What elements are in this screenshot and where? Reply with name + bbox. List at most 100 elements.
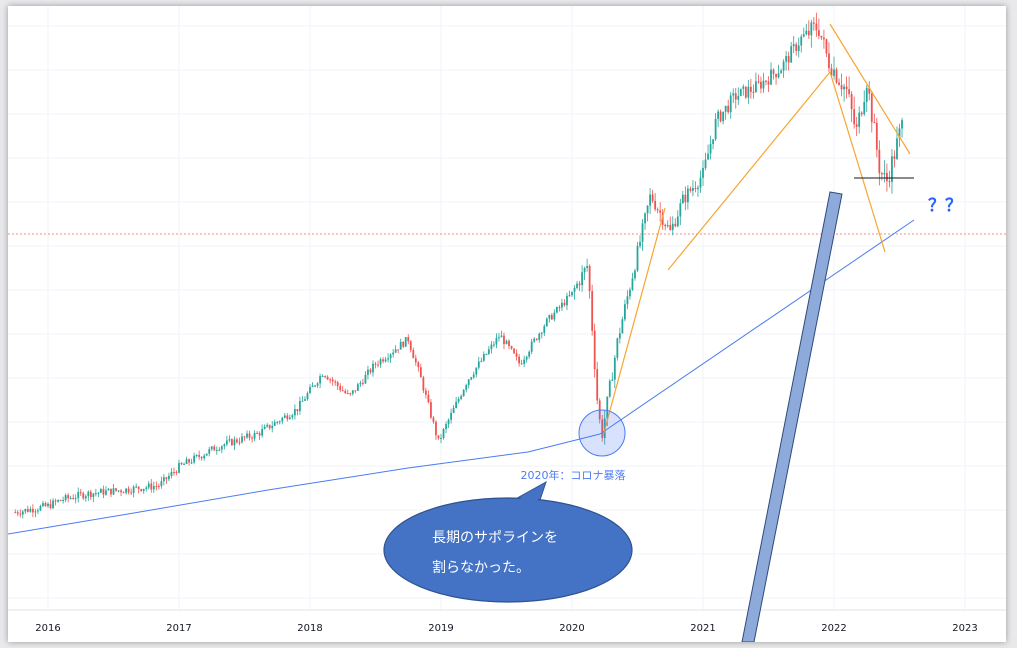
candle-body — [311, 385, 314, 388]
candle-body — [407, 337, 410, 342]
candle-body — [296, 409, 299, 412]
candle-body — [162, 477, 165, 482]
candle-body — [649, 194, 651, 206]
candle-body — [79, 492, 82, 494]
candle-body — [152, 486, 155, 490]
candle-body — [762, 80, 765, 89]
candle-body — [236, 439, 238, 443]
candle-body — [168, 475, 170, 480]
candle-body — [47, 503, 49, 507]
candle-body — [853, 109, 856, 125]
x-tick-label: 2023 — [952, 623, 977, 634]
candle-body — [331, 379, 334, 382]
candle-body — [399, 341, 402, 350]
candle-body — [833, 69, 835, 76]
candle-body — [684, 194, 687, 203]
candle-body — [422, 377, 425, 391]
candle-body — [379, 359, 382, 365]
crash-highlight-circle — [578, 409, 626, 457]
candle-body — [369, 369, 372, 373]
candle-body — [618, 333, 621, 339]
x-tick-label: 2016 — [35, 623, 60, 634]
candle-body — [457, 398, 460, 402]
callout-line-1: 長期のサポラインを — [432, 530, 558, 546]
candle-body — [107, 488, 110, 491]
candle-body — [213, 446, 216, 451]
candle-body — [437, 435, 440, 439]
candle-body — [792, 44, 795, 47]
candle-body — [334, 381, 337, 383]
candle-body — [77, 492, 80, 499]
candle-body — [132, 486, 135, 493]
candle-body — [697, 187, 699, 190]
candle-body — [100, 489, 102, 493]
candle-body — [765, 80, 767, 82]
candle-body — [228, 439, 231, 441]
candle-body — [886, 172, 888, 182]
x-axis-ticks: 2016 2017 2018 2019 2020 2021 2022 2023 — [35, 623, 977, 634]
candle-body — [611, 379, 614, 381]
candle-body — [243, 436, 246, 438]
candle-body — [374, 363, 377, 365]
candle-body — [372, 363, 374, 373]
candle-body — [231, 439, 233, 446]
candle-body — [530, 341, 533, 352]
candle-body — [349, 393, 352, 395]
candle-body — [175, 472, 178, 474]
candle-body — [586, 265, 589, 268]
candle-body — [742, 86, 745, 89]
callout-bubble: 長期のサポラインを 割らなかった。 — [383, 480, 633, 603]
candle-body — [621, 319, 624, 334]
candle-body — [520, 363, 523, 365]
x-tick-label: 2021 — [690, 623, 715, 634]
candle-body — [674, 223, 677, 227]
candle-body — [215, 449, 218, 451]
candle-body — [412, 350, 415, 359]
candle-body — [772, 69, 775, 75]
candle-body — [503, 335, 505, 345]
candle-body — [339, 386, 342, 391]
rise-line-1 — [602, 207, 666, 437]
candle-body — [299, 400, 301, 412]
candle-body — [304, 399, 306, 401]
candle-body — [760, 81, 762, 89]
candle-body — [482, 354, 485, 361]
candle-body — [883, 172, 886, 175]
candle-body — [540, 332, 543, 334]
candle-body — [97, 492, 100, 494]
candle-body — [644, 213, 646, 224]
x-tick-label: 2022 — [821, 623, 846, 634]
candle-body — [74, 498, 77, 500]
candle-body — [39, 506, 42, 511]
candle-body — [384, 359, 387, 362]
candle-body — [225, 440, 228, 445]
candle-body — [364, 374, 367, 384]
candle-body — [402, 341, 405, 347]
candle-body — [692, 188, 694, 191]
candle-body — [508, 340, 510, 347]
candle-body — [392, 352, 395, 355]
candle-body — [694, 188, 697, 190]
candle-body — [578, 283, 581, 286]
candle-body — [561, 302, 563, 308]
candle-body — [593, 330, 596, 370]
candle-body — [268, 424, 271, 429]
candle-body — [525, 356, 528, 360]
candle-body — [830, 68, 833, 76]
candle-body — [137, 486, 140, 490]
candle-body — [495, 337, 498, 345]
candle-body — [669, 224, 672, 230]
candle-body — [608, 380, 611, 397]
candle-body — [470, 377, 473, 380]
candle-body — [256, 432, 258, 434]
candle-body — [656, 209, 659, 211]
candle-body — [712, 139, 714, 145]
candle-body — [843, 86, 845, 90]
candle-body — [555, 307, 558, 313]
candle-body — [266, 424, 269, 427]
candle-body — [709, 144, 712, 154]
candle-body — [535, 338, 538, 340]
candle-body — [346, 393, 349, 395]
x-tick-label: 2020 — [559, 623, 584, 634]
candle-body — [888, 181, 891, 183]
